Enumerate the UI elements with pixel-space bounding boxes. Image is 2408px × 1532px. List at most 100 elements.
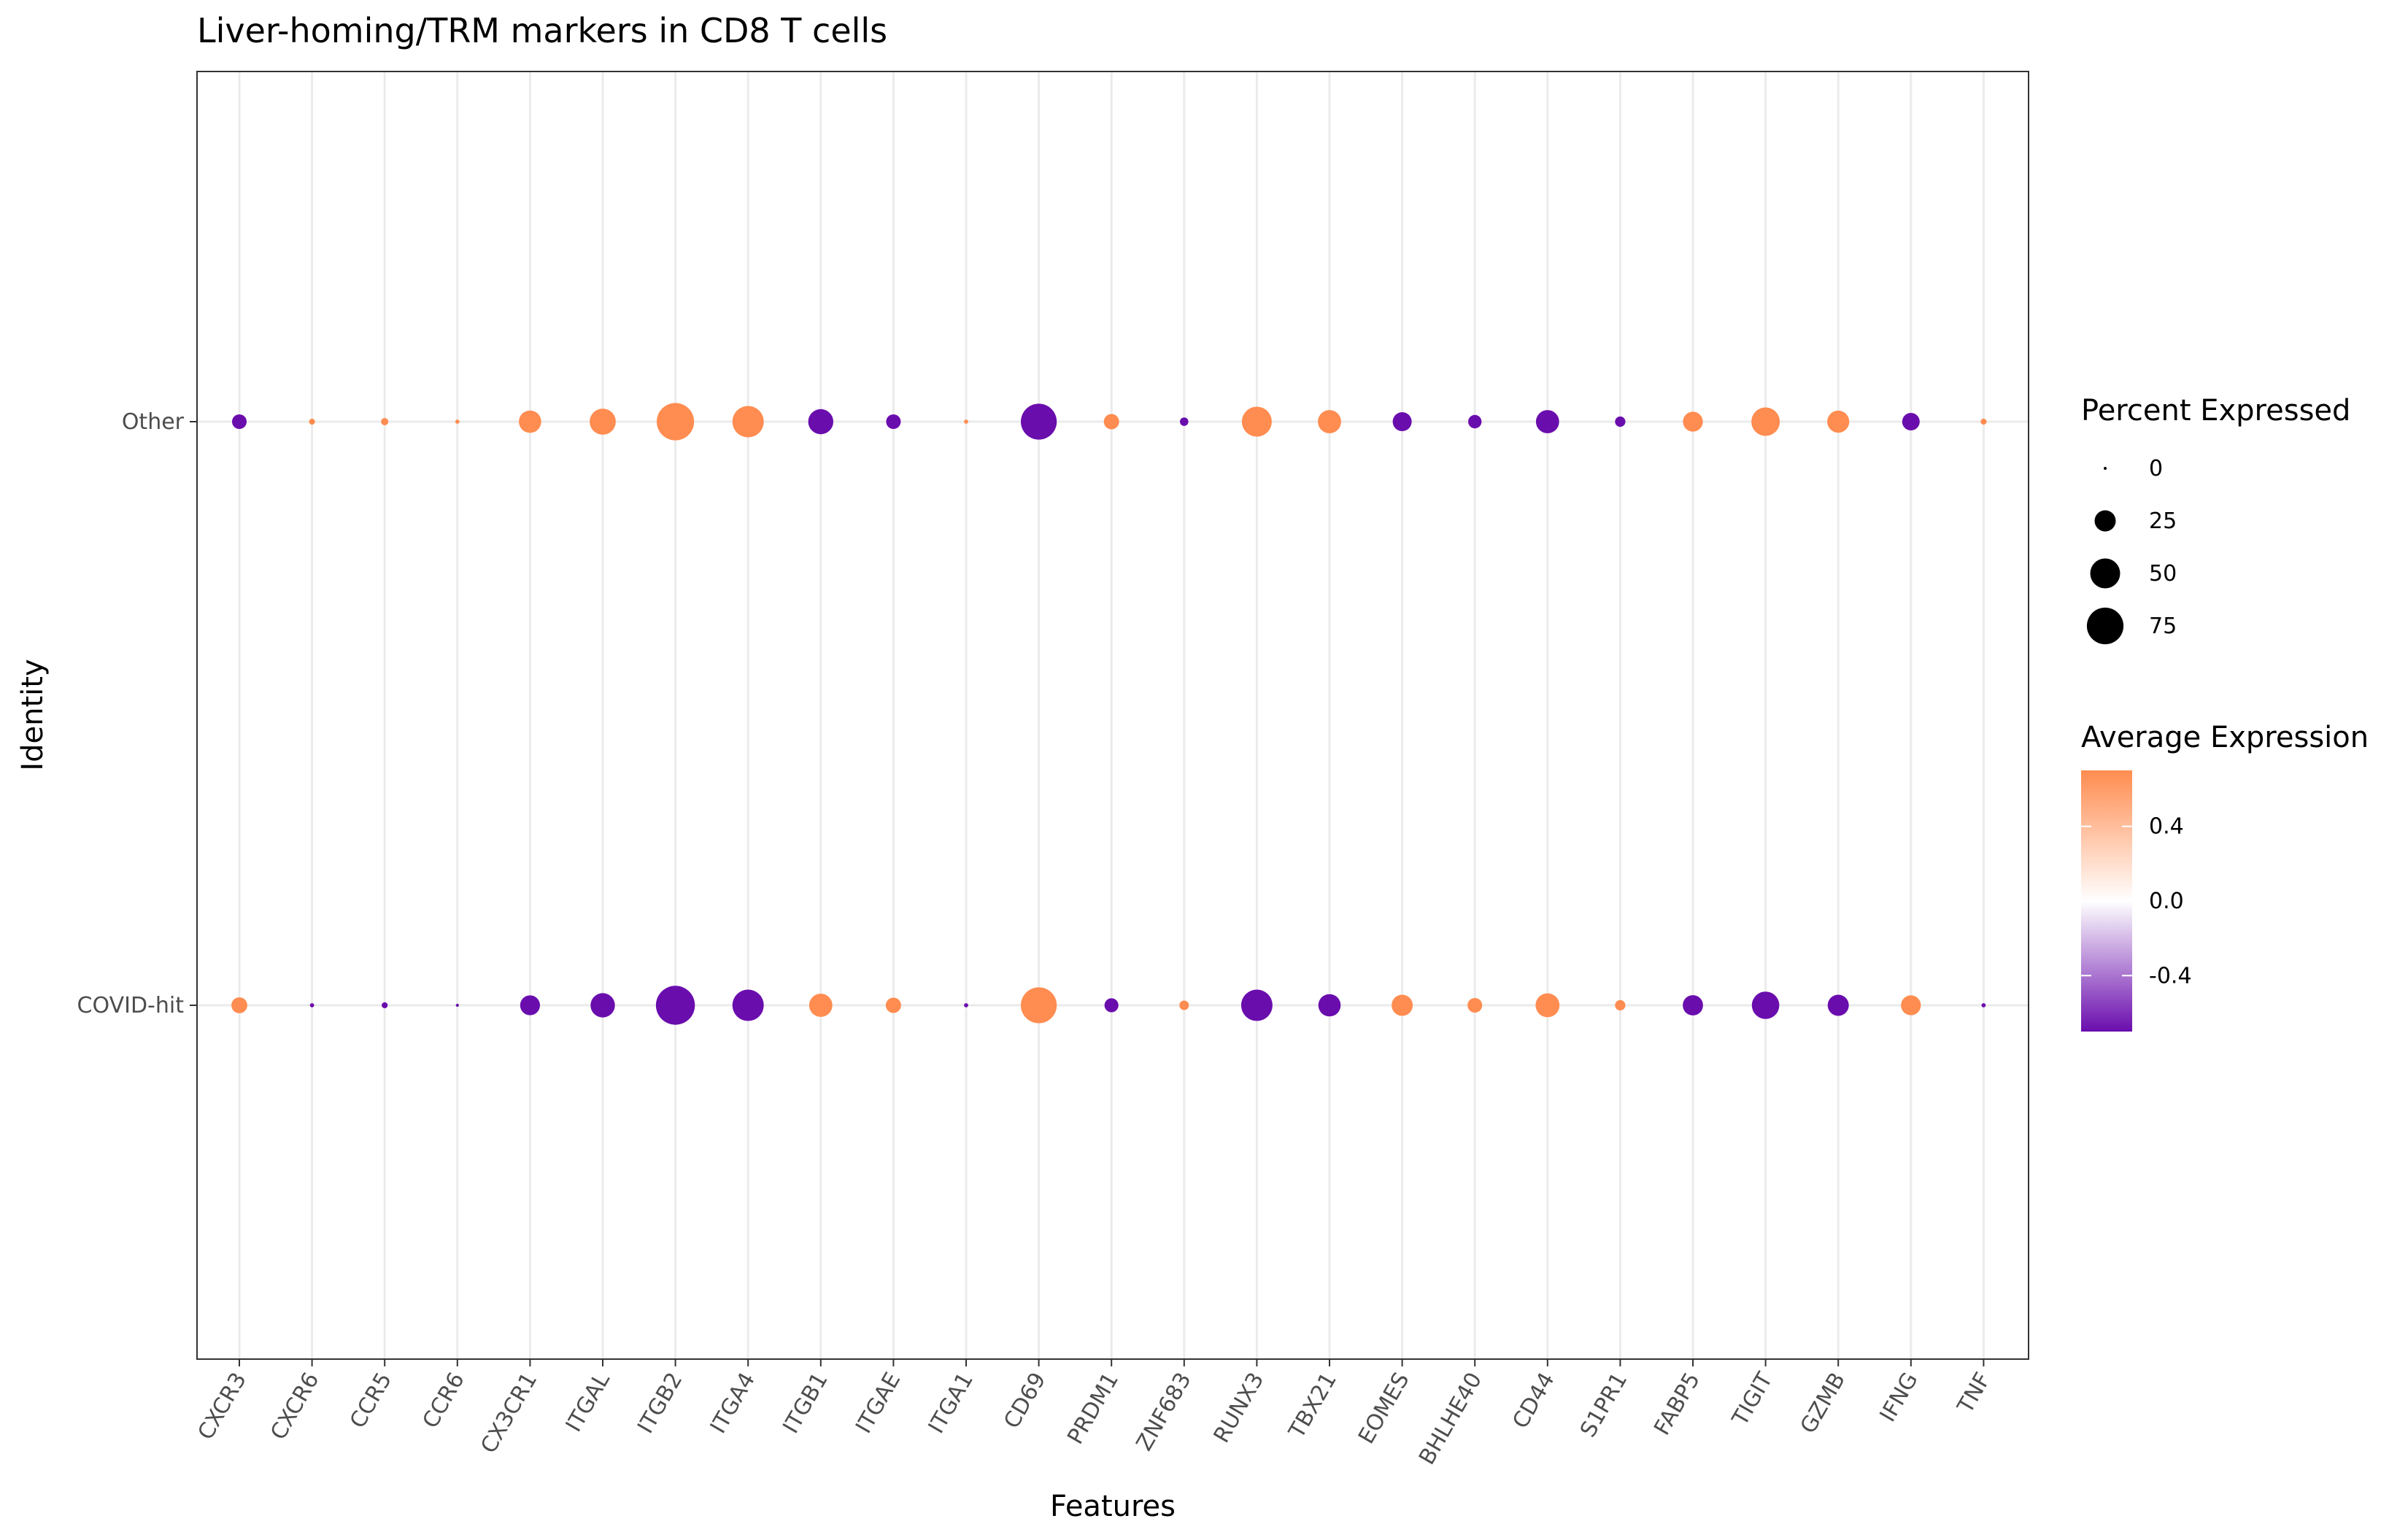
x-tick-label-eomes: EOMES: [1354, 1369, 1415, 1449]
dot-covid-hit-tigit: [1751, 991, 1780, 1019]
dot-covid-hit-tnf: [1981, 1003, 1986, 1007]
dot-other-s1pr1: [1615, 416, 1626, 428]
x-tick-label-cxcr6: CXCR6: [266, 1369, 324, 1444]
chart-title: Liver-homing/TRM markers in CD8 T cells: [197, 11, 887, 50]
dot-other-eomes: [1392, 412, 1412, 431]
grid-lines: [197, 71, 2029, 1359]
dot-covid-hit-fabp5: [1683, 995, 1703, 1015]
size-legend-label-50: 50: [2149, 561, 2177, 587]
color-legend: Average Expression 0.4 0.0 -0.4: [2081, 721, 2369, 1032]
x-tick-label-prdm1: PRDM1: [1062, 1369, 1124, 1449]
y-tick-label-other: Other: [122, 409, 185, 435]
dot-covid-hit-ccr6: [455, 1003, 459, 1007]
dot-other-tigit: [1751, 407, 1780, 436]
dot-other-gzmb: [1827, 410, 1850, 433]
dot-covid-hit-cx3cr1: [520, 995, 541, 1015]
size-legend-title: Percent Expressed: [2081, 394, 2350, 428]
dot-covid-hit-tbx21: [1318, 994, 1341, 1017]
dot-other-ccr6: [455, 419, 460, 424]
dot-other-znf683: [1180, 417, 1189, 426]
x-tick-label-znf683: ZNF683: [1132, 1369, 1197, 1455]
dot-other-fabp5: [1683, 411, 1703, 432]
color-legend-label-2: -0.4: [2149, 963, 2192, 989]
y-axis-title: Identity: [16, 659, 50, 770]
y-tick-label-covid-hit: COVID-hit: [77, 993, 185, 1018]
dot-other-tnf: [1980, 418, 1987, 425]
x-tick-label-itgb2: ITGB2: [633, 1369, 687, 1439]
x-axis-title: Features: [1050, 1490, 1176, 1523]
data-points: [231, 403, 1987, 1025]
dot-other-cxcr3: [232, 414, 247, 429]
dot-covid-hit-runx3: [1240, 989, 1273, 1021]
dot-other-itgal: [590, 409, 616, 435]
x-tick-label-cx3cr1: CX3CR1: [476, 1369, 542, 1458]
size-legend-key-0: [2104, 467, 2107, 470]
size-legend-key-25: [2094, 510, 2116, 532]
color-legend-label-0: 0.4: [2149, 814, 2184, 840]
color-legend-title: Average Expression: [2081, 721, 2369, 754]
dot-covid-hit-itgae: [885, 997, 901, 1013]
color-legend-label-1: 0.0: [2149, 889, 2184, 914]
dot-covid-hit-itgal: [590, 993, 615, 1018]
x-tick-label-tbx21: TBX21: [1284, 1369, 1342, 1444]
plot-border: [196, 71, 2029, 1360]
x-tick-label-cd44: CD44: [1508, 1369, 1559, 1434]
size-legend-label-0: 0: [2149, 456, 2163, 481]
dot-other-bhlhe40: [1468, 414, 1482, 429]
dot-covid-hit-itgb2: [655, 986, 695, 1025]
x-tick-label-gzmb: GZMB: [1796, 1369, 1851, 1439]
dot-covid-hit-itgb1: [809, 994, 833, 1017]
dot-covid-hit-cd69: [1021, 987, 1057, 1024]
dot-other-cd69: [1021, 403, 1057, 440]
dot-other-itgb2: [657, 403, 695, 441]
x-tick-label-runx3: RUNX3: [1209, 1369, 1270, 1447]
dot-covid-hit-eomes: [1392, 994, 1413, 1016]
x-tick-label-itgb1: ITGB1: [778, 1369, 833, 1439]
size-legend-label-75: 75: [2149, 614, 2177, 639]
x-tick-label-bhlhe40: BHLHE40: [1414, 1369, 1487, 1469]
dot-covid-hit-cxcr3: [231, 997, 247, 1013]
x-tick-label-tigit: TIGIT: [1727, 1368, 1778, 1431]
dot-other-prdm1: [1103, 414, 1119, 430]
size-legend: Percent Expressed 0 25 50 75: [2081, 394, 2350, 645]
dot-other-itgb1: [808, 409, 834, 435]
plot-panel: [197, 71, 2029, 1359]
dot-covid-hit-bhlhe40: [1467, 998, 1483, 1013]
x-tick-label-ifng: IFNG: [1875, 1369, 1923, 1427]
x-tick-label-itgae: ITGAE: [851, 1369, 906, 1438]
dot-covid-hit-gzmb: [1827, 994, 1849, 1016]
size-legend-label-25: 25: [2149, 508, 2177, 534]
dot-other-itga4: [732, 406, 764, 438]
x-tick-label-cxcr3: CXCR3: [193, 1369, 252, 1444]
x-tick-label-itgal: ITGAL: [561, 1368, 615, 1436]
size-legend-key-50: [2090, 558, 2120, 589]
x-tick-label-fabp5: FABP5: [1649, 1369, 1705, 1440]
dot-other-runx3: [1241, 406, 1272, 437]
dot-covid-hit-itga1: [964, 1003, 968, 1007]
dot-other-ifng: [1902, 413, 1920, 430]
dot-covid-hit-cd44: [1535, 993, 1560, 1018]
x-axis: CXCR3 CXCR6 CCR5 CCR6 CX3CR1 ITGAL ITGB2 ITGA4 I…: [193, 1359, 1996, 1469]
dot-other-cx3cr1: [519, 410, 541, 433]
x-tick-label-tnf: TNF: [1953, 1369, 1996, 1419]
dot-covid-hit-ccr5: [382, 1002, 388, 1009]
dot-covid-hit-s1pr1: [1615, 999, 1626, 1011]
y-axis: COVID-hit Other: [77, 409, 197, 1018]
x-tick-label-ccr5: CCR5: [345, 1369, 397, 1433]
dot-other-cxcr6: [309, 418, 315, 425]
size-legend-key-75: [2086, 607, 2124, 645]
dot-other-itga1: [964, 419, 968, 424]
x-tick-label-cd69: CD69: [999, 1369, 1051, 1434]
dot-other-tbx21: [1318, 410, 1341, 433]
x-tick-label-s1pr1: S1PR1: [1575, 1369, 1632, 1442]
dot-other-ccr5: [381, 418, 389, 425]
x-tick-label-itga4: ITGA4: [706, 1369, 760, 1438]
dot-covid-hit-znf683: [1179, 1000, 1189, 1010]
x-tick-label-itga1: ITGA1: [924, 1369, 979, 1438]
dot-covid-hit-cxcr6: [309, 1003, 314, 1007]
dot-other-cd44: [1535, 410, 1559, 433]
x-tick-label-ccr6: CCR6: [418, 1369, 470, 1433]
dot-covid-hit-ifng: [1901, 995, 1921, 1015]
dot-other-itgae: [886, 414, 901, 429]
